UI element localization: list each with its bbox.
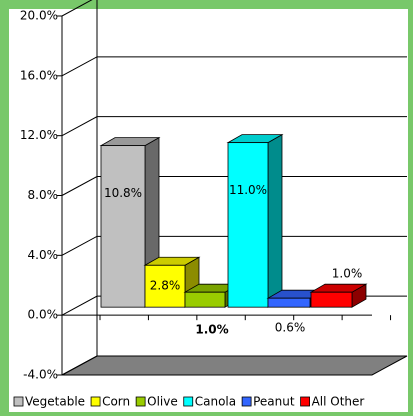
y-tick-label: 4.0%: [28, 248, 59, 262]
grid-line: [61, 235, 407, 256]
legend-label: Corn: [102, 395, 130, 409]
legend-label: Olive: [147, 395, 178, 409]
data-label: 1.0%: [332, 267, 363, 281]
y-tick-label: -4.0%: [23, 368, 58, 382]
legend-swatch: [135, 396, 146, 407]
data-label: 2.8%: [150, 279, 181, 293]
grid-line: [61, 0, 93, 17]
chart-area: [9, 9, 408, 412]
grid-line: [61, 56, 407, 77]
data-label: 1.0%: [195, 323, 228, 337]
grid-line: [61, 176, 407, 196]
y-tick-label: 20.0%: [20, 9, 58, 23]
grid-line: [61, 116, 407, 137]
legend-label: Canola: [195, 395, 236, 409]
legend-label: Vegetable: [25, 395, 85, 409]
legend-swatch: [90, 396, 101, 407]
bar: [227, 142, 269, 308]
legend-label: Peanut: [253, 395, 295, 409]
y-tick-label: 16.0%: [20, 68, 58, 82]
y-tick-label: 0.0%: [28, 308, 59, 322]
data-label: 11.0%: [229, 183, 267, 197]
bar: [184, 291, 226, 308]
bar: [267, 297, 311, 308]
legend-swatch: [300, 396, 310, 407]
bar: [144, 264, 186, 308]
data-label: 0.6%: [275, 321, 306, 335]
data-label: 10.8%: [104, 186, 142, 200]
legend-swatch: [241, 396, 252, 407]
legend-swatch: [183, 396, 194, 407]
floor: [61, 355, 408, 376]
bar-side: [267, 133, 283, 308]
legend-swatch: [13, 396, 24, 407]
y-tick-label: 8.0%: [28, 188, 59, 202]
bar: [310, 291, 353, 308]
grid-line: [61, 355, 407, 376]
bar: [100, 145, 146, 308]
legend-label: All Other: [312, 395, 365, 409]
y-tick-label: 12.0%: [20, 128, 58, 142]
